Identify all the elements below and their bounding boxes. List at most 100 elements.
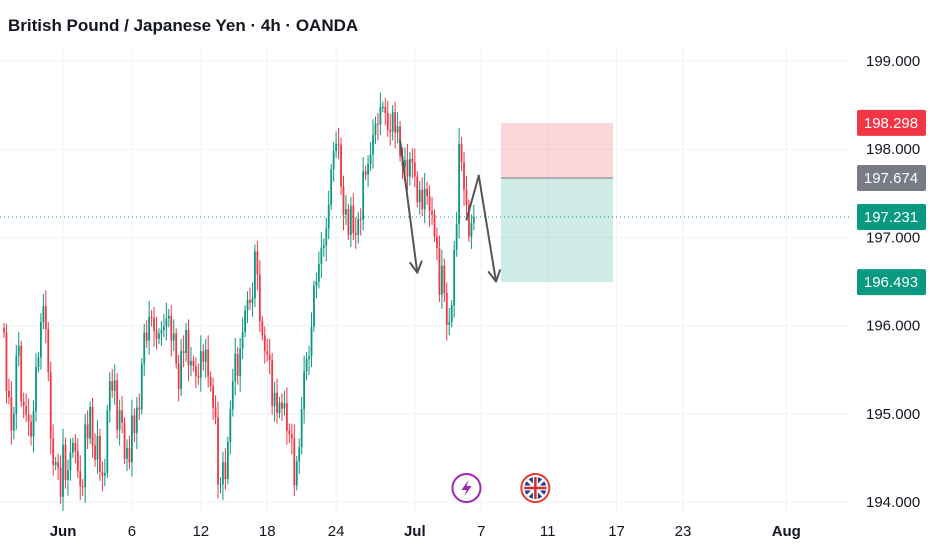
candle-body (313, 285, 315, 327)
price-badge (857, 204, 926, 231)
candle-body (394, 112, 397, 133)
candle-body (62, 444, 64, 497)
y-tick-label: 198.000 (866, 141, 920, 158)
candle-body (187, 330, 190, 366)
candle-body (224, 462, 227, 480)
candle-body (148, 316, 151, 341)
candle-body (180, 351, 183, 390)
candle-body (71, 442, 74, 453)
candle-body (113, 380, 116, 391)
candle-body (330, 169, 333, 205)
candle-body (251, 298, 254, 303)
candle-body (281, 402, 283, 409)
arrows (399, 139, 501, 283)
candle-body (386, 113, 389, 130)
lightning-icon (451, 473, 482, 503)
candle-body (460, 143, 463, 163)
candle-body (335, 143, 337, 151)
candle-body (99, 435, 101, 473)
candle-body (59, 467, 62, 497)
candle-body (288, 430, 291, 435)
candle-body (340, 144, 342, 187)
candle-body (37, 357, 40, 368)
candle-body (320, 247, 323, 264)
price-badges: 198.298 197.674 197.231 196.493 (857, 109, 926, 296)
candle-body (40, 322, 42, 358)
candle-body (202, 351, 205, 362)
candle-body (354, 232, 357, 235)
candle-body (76, 450, 79, 472)
candle-body (103, 472, 106, 476)
candle-body (57, 462, 60, 468)
candle-body (433, 214, 436, 237)
candle-body (377, 123, 379, 125)
candle-body (17, 345, 20, 356)
uk-flag-icon (520, 473, 551, 503)
candle-body (135, 407, 138, 434)
candle-body (182, 351, 185, 353)
candle-body (453, 249, 456, 306)
candle-body (199, 351, 202, 378)
y-axis: 199.000 198.000 197.000 196.000 195.000 194.0… (866, 53, 920, 511)
candle-body (308, 356, 310, 360)
price-badge (857, 109, 926, 136)
arrow-down-2-head (487, 269, 501, 283)
candle-body (310, 326, 313, 357)
price-badge (857, 164, 926, 191)
candle-body (342, 186, 345, 215)
candle-body (256, 251, 259, 275)
x-tick-label: 23 (675, 523, 692, 540)
candle-body (89, 406, 91, 439)
y-tick-label: 199.000 (866, 53, 920, 70)
candle-body (283, 403, 286, 409)
candle-body (143, 332, 146, 364)
candle-body (42, 306, 45, 323)
candle-body (3, 328, 5, 333)
candle-body (35, 367, 37, 412)
x-tick-label: Jul (404, 523, 426, 540)
candle-body (369, 154, 372, 165)
candle-body (290, 434, 293, 439)
candle-body (345, 209, 347, 215)
candle-body (204, 349, 207, 362)
candle-body (49, 372, 52, 439)
candle-body (177, 363, 180, 390)
candle-body (286, 403, 288, 431)
candle-body (300, 409, 303, 448)
candle-body (138, 407, 141, 410)
candle-body (222, 462, 224, 485)
candle-body (379, 106, 382, 125)
candle-body (212, 386, 214, 408)
take-profit-zone (501, 177, 613, 283)
price-badge-label: 197.231 (864, 209, 918, 226)
candle-body (391, 112, 394, 132)
candle-body (295, 461, 298, 486)
candle-body (69, 452, 72, 471)
candle-body (153, 317, 155, 331)
x-tick-label: Aug (772, 523, 801, 540)
candle-body (64, 444, 67, 480)
candle-body (32, 411, 35, 437)
candle-body (303, 371, 306, 410)
candles (3, 92, 475, 511)
candle-body (194, 366, 197, 376)
chart-title: British Pound / Japanese Yen · 4h · OAND… (8, 16, 358, 35)
candle-body (325, 228, 328, 246)
candle-body (406, 159, 409, 177)
candle-body (81, 486, 84, 488)
candle-body (258, 274, 261, 322)
candle-body (450, 305, 453, 323)
y-tick-label: 196.000 (866, 318, 920, 335)
candle-body (278, 402, 281, 413)
candle-body (293, 438, 296, 486)
candle-body (167, 315, 170, 319)
candle-body (372, 135, 374, 155)
candle-body (74, 442, 77, 451)
candle-body (263, 335, 266, 352)
lightning-icon-bolt (461, 480, 472, 496)
candle-body (428, 195, 431, 211)
candle-body (357, 218, 360, 235)
candle-body (54, 462, 57, 465)
candle-body (128, 448, 131, 463)
